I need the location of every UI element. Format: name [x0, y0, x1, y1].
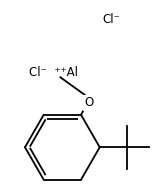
Text: O: O — [84, 97, 93, 109]
Text: Cl⁻: Cl⁻ — [103, 13, 121, 26]
Text: Cl⁻  ⁺⁺Al: Cl⁻ ⁺⁺Al — [29, 66, 78, 79]
